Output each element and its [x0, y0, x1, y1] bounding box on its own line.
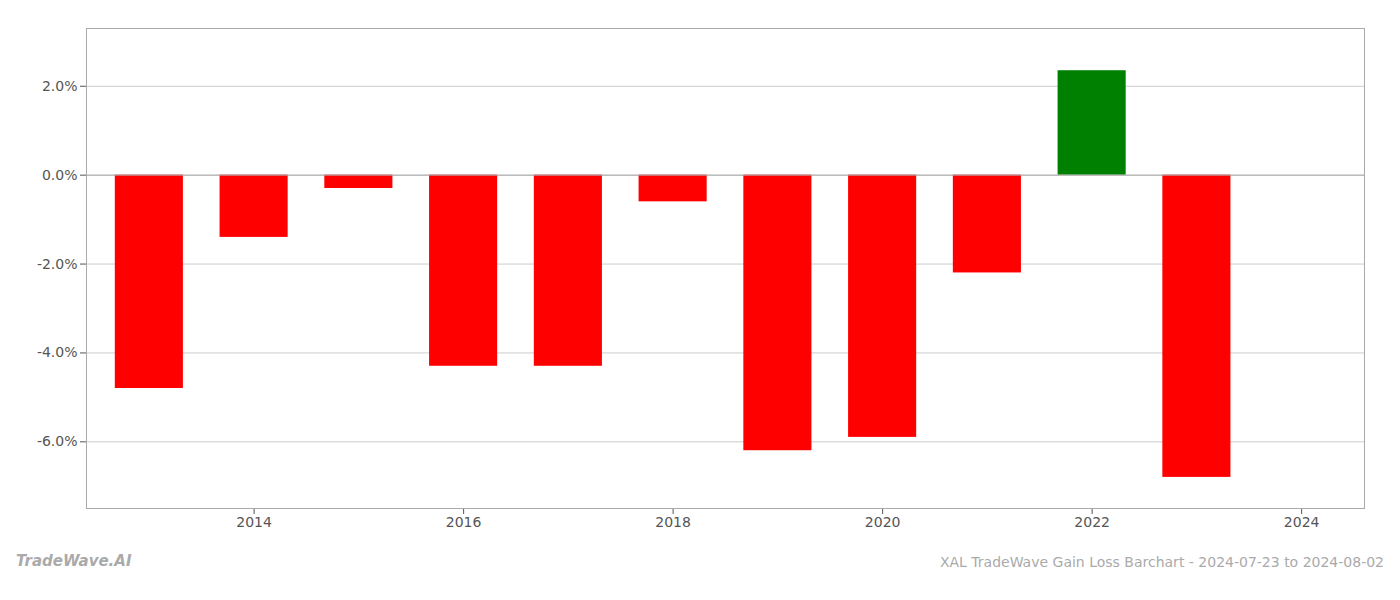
svg-text:2018: 2018 — [655, 514, 691, 530]
svg-text:2.0%: 2.0% — [42, 78, 78, 94]
svg-text:2014: 2014 — [236, 514, 272, 530]
svg-text:2022: 2022 — [1074, 514, 1110, 530]
svg-text:2016: 2016 — [446, 514, 482, 530]
svg-text:0.0%: 0.0% — [42, 167, 78, 183]
html-text:XAL TradeWave Gain Loss Barcha: XAL TradeWave Gain Loss Barchart - 2024-… — [939, 554, 1384, 570]
svg-text:2020: 2020 — [865, 514, 901, 530]
svg-text:-4.0%: -4.0% — [37, 344, 78, 360]
html-text:TradeWave.AI: TradeWave.AI — [16, 552, 132, 570]
svg-text:2024: 2024 — [1284, 514, 1320, 530]
svg-text:-2.0%: -2.0% — [37, 256, 78, 272]
svg-text:-6.0%: -6.0% — [37, 433, 78, 449]
